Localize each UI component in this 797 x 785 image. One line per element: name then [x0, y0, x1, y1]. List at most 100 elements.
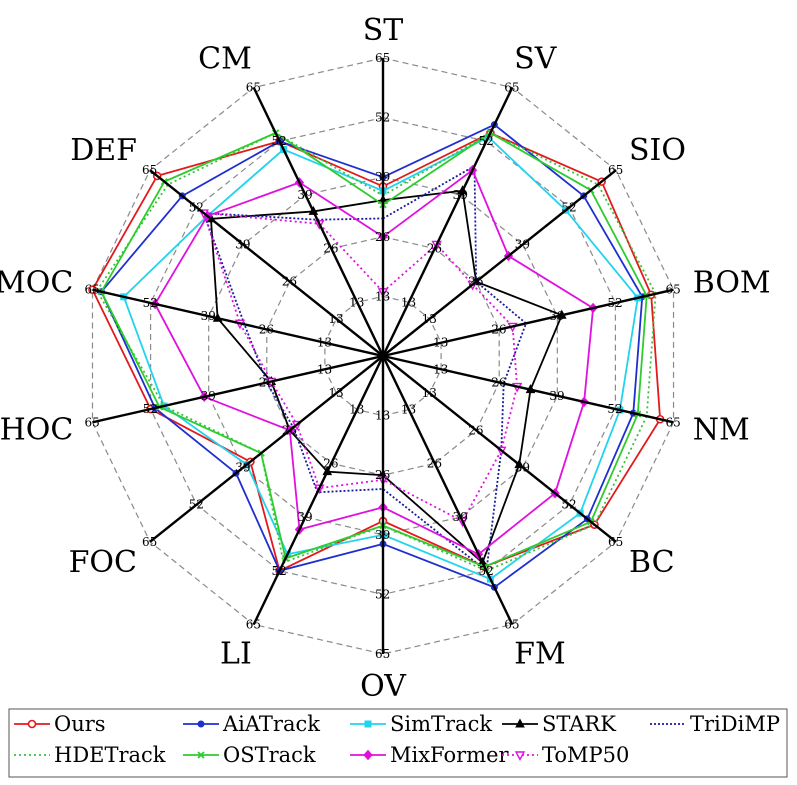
- tick-label-fm-13: 13: [401, 403, 416, 417]
- legend-item-tridimp: TriDiMP: [650, 712, 780, 736]
- axis-bc: [382, 355, 617, 543]
- tick-label-moc-39: 39: [201, 309, 216, 323]
- tick-label-ov-13: 13: [375, 409, 390, 423]
- tick-label-fm-39: 39: [453, 510, 468, 524]
- tick-label-sv-52: 52: [478, 134, 493, 148]
- category-label-fm: FM: [514, 636, 566, 671]
- legend-marker-ostrack: [197, 751, 205, 759]
- tick-label-cm-52: 52: [272, 134, 287, 148]
- legend-label-stark: STARK: [542, 712, 616, 736]
- category-label-layer: ST SV SIO BOM NM BC FM OV LI FOC HOC MOC DEF CM: [0, 13, 771, 704]
- tick-label-moc-52: 52: [143, 296, 158, 310]
- axis-moc: [92, 288, 384, 358]
- category-label-nm: NM: [693, 412, 750, 447]
- legend-item-ostrack: OSTrack: [183, 743, 316, 767]
- category-label-def: DEF: [70, 133, 137, 168]
- tick-label-def-39: 39: [235, 238, 250, 252]
- tick-label-sv-13: 13: [401, 295, 416, 309]
- tick-label-layer: 13 26 39 52 65 13 26 39 52 65 13 26 39 52 65 13 26 39 52 65…: [84, 51, 680, 661]
- axis-bom: [382, 288, 674, 358]
- category-label-cm: CM: [198, 42, 252, 77]
- tick-label-bc-39: 39: [515, 460, 530, 474]
- tick-label-st-39: 39: [375, 170, 390, 184]
- tick-label-bom-52: 52: [607, 296, 622, 310]
- series-line-tomp50: [202, 212, 518, 523]
- category-label-sv: SV: [514, 42, 558, 77]
- tick-label-ov-26: 26: [375, 468, 390, 482]
- axis-fm: [381, 355, 514, 626]
- tick-label-bc-26: 26: [468, 423, 483, 437]
- axis-foc: [149, 355, 384, 543]
- legend-item-stark: STARK: [502, 712, 616, 736]
- tick-label-hoc-13: 13: [317, 362, 332, 376]
- tick-label-sio-52: 52: [561, 200, 576, 214]
- tick-label-sio-39: 39: [515, 238, 530, 252]
- tick-label-foc-26: 26: [282, 423, 297, 437]
- tick-label-foc-52: 52: [189, 498, 204, 512]
- category-label-hoc: HOC: [0, 412, 73, 447]
- category-label-li: LI: [220, 636, 252, 671]
- legend-label-simtrack: SimTrack: [390, 712, 492, 736]
- legend-item-ours: Ours: [14, 712, 106, 736]
- tick-label-moc-13: 13: [317, 336, 332, 350]
- legend-label-aiatrack: AiATrack: [222, 712, 320, 736]
- tick-label-st-13: 13: [375, 289, 390, 303]
- legend-marker-mixformer: [363, 749, 373, 761]
- legend-label-ostrack: OSTrack: [223, 743, 316, 767]
- legend-marker-tomp50: [514, 751, 526, 761]
- tick-label-sio-13: 13: [422, 312, 437, 326]
- tick-label-st-65: 65: [375, 51, 390, 65]
- tick-label-sio-65: 65: [608, 163, 623, 177]
- tick-label-li-52: 52: [272, 564, 287, 578]
- axis-cm: [252, 86, 385, 357]
- legend-marker-stark: [515, 718, 525, 728]
- tick-label-nm-13: 13: [433, 362, 448, 376]
- tick-label-st-26: 26: [375, 230, 390, 244]
- tick-label-st-52: 52: [375, 111, 390, 125]
- category-label-moc: MOC: [0, 266, 73, 301]
- tick-label-sv-65: 65: [504, 81, 519, 95]
- tick-label-sv-39: 39: [453, 188, 468, 202]
- tick-label-hoc-52: 52: [143, 402, 158, 416]
- axes-layer: [92, 58, 674, 654]
- tick-label-ov-39: 39: [375, 528, 390, 542]
- grid-ring-39: [208, 176, 558, 536]
- tick-label-nm-39: 39: [549, 389, 564, 403]
- category-label-ov: OV: [360, 669, 407, 704]
- tick-label-moc-26: 26: [259, 322, 274, 336]
- legend-marker-simtrack: [364, 720, 372, 728]
- tick-label-def-26: 26: [282, 275, 297, 289]
- tick-label-ov-52: 52: [375, 587, 390, 601]
- category-label-foc: FOC: [69, 545, 137, 580]
- tick-label-li-39: 39: [297, 510, 312, 524]
- tick-label-bom-26: 26: [491, 322, 506, 336]
- axis-def: [149, 169, 384, 357]
- tick-label-fm-52: 52: [478, 564, 493, 578]
- legend-label-ours: Ours: [54, 712, 106, 736]
- axis-hoc: [92, 354, 384, 424]
- category-label-bc: BC: [629, 545, 675, 580]
- legend-marker-aiatrack: [197, 720, 205, 728]
- legend-item-aiatrack: AiATrack: [183, 712, 320, 736]
- axis-sv: [381, 86, 514, 357]
- tick-label-nm-52: 52: [607, 402, 622, 416]
- legend-label-hdetrack: HDETrack: [54, 743, 166, 767]
- tick-label-li-65: 65: [246, 617, 261, 631]
- tick-label-def-52: 52: [189, 200, 204, 214]
- tick-label-nm-65: 65: [666, 415, 681, 429]
- tick-label-foc-39: 39: [235, 460, 250, 474]
- series-layer: [88, 121, 665, 591]
- legend: Ours AiATrack SimTrack STARK TriDiMP HDETrack…: [8, 708, 788, 778]
- legend-box: [8, 708, 788, 778]
- tick-label-bom-39: 39: [549, 309, 564, 323]
- tick-label-cm-65: 65: [246, 81, 261, 95]
- tick-label-hoc-65: 65: [84, 415, 99, 429]
- tick-label-sio-26: 26: [468, 275, 483, 289]
- tick-label-moc-65: 65: [84, 283, 99, 297]
- legend-label-tomp50: ToMP50: [542, 743, 629, 767]
- tick-label-fm-65: 65: [504, 617, 519, 631]
- legend-item-mixformer: MixFormer: [350, 743, 510, 767]
- axis-li: [252, 355, 385, 626]
